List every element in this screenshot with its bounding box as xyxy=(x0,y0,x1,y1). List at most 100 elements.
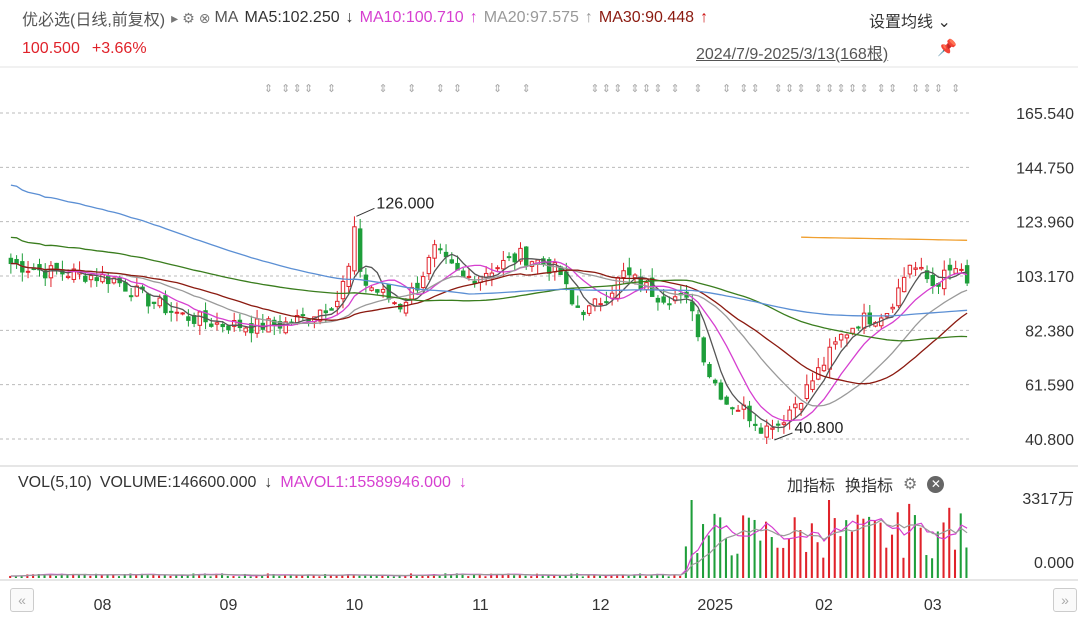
stock-name: 优必选(日线,前复权) xyxy=(22,12,166,29)
close-icon[interactable]: ✕ xyxy=(927,475,945,493)
candle-body xyxy=(300,314,306,317)
candle xyxy=(31,263,36,271)
signal-marker-icon: ⇕ xyxy=(453,82,462,95)
volume-bar xyxy=(896,512,899,578)
scroll-left-button[interactable]: « xyxy=(10,588,34,612)
candle xyxy=(432,239,437,268)
candle xyxy=(483,266,489,286)
signal-marker-icon: ⇕ xyxy=(436,82,445,95)
candle xyxy=(609,286,615,306)
caret-right-icon[interactable]: ▸ xyxy=(171,9,179,26)
volume-bar xyxy=(404,575,407,578)
volume-bar xyxy=(661,574,664,578)
ma-settings-button[interactable]: 设置均线 ⌄ xyxy=(869,8,951,32)
signal-marker-icon: ⇕ xyxy=(859,82,868,95)
candle-body xyxy=(432,244,437,259)
signal-marker-icon: ⇕ xyxy=(642,82,651,95)
ma250-line xyxy=(801,236,968,241)
volume-bar xyxy=(255,574,258,578)
candle-body xyxy=(357,228,363,272)
x-tick-label: 11 xyxy=(472,597,489,614)
gear-icon[interactable]: ⚙ xyxy=(903,476,918,493)
volume-bar xyxy=(936,531,939,578)
volume-bar xyxy=(736,553,739,578)
candle-body xyxy=(174,311,180,314)
volume-bar xyxy=(799,530,802,578)
volume-bar xyxy=(467,576,470,578)
volume-bar xyxy=(100,575,103,578)
signal-marker-icon: ⇕ xyxy=(722,82,731,95)
volume-bar xyxy=(593,574,596,578)
volume-bar xyxy=(387,575,390,578)
volume-bar xyxy=(495,574,498,578)
volume-bar xyxy=(742,515,745,578)
candle-body xyxy=(724,396,729,405)
candle-body xyxy=(712,379,718,384)
volume-bar xyxy=(730,555,733,578)
signal-marker-icon: ⇕ xyxy=(739,82,748,95)
candle-body xyxy=(128,295,134,298)
volume-bar xyxy=(919,527,922,578)
candle-body xyxy=(747,405,752,422)
add-indicator-button[interactable]: 加指标 xyxy=(787,478,836,495)
signal-marker-icon: ⇕ xyxy=(837,82,846,95)
volume-bar xyxy=(873,520,876,578)
candle xyxy=(592,298,598,312)
x-tick-label: 2025 xyxy=(697,597,733,614)
volume-bar xyxy=(427,574,430,578)
date-range[interactable]: 2024/7/9-2025/3/13(168根) xyxy=(696,46,889,63)
candle xyxy=(426,254,432,281)
volume-bar xyxy=(787,538,790,578)
volume-bar xyxy=(639,573,642,578)
volume-bar xyxy=(26,574,29,578)
annotation-arrow xyxy=(356,207,375,217)
close-icon[interactable]: ⊗ xyxy=(198,9,211,26)
indicator-toolbar: 加指标 换指标 ⚙ ✕ xyxy=(787,472,945,496)
candle xyxy=(816,358,821,381)
candle xyxy=(695,309,701,342)
candle xyxy=(329,307,334,311)
candle xyxy=(546,257,552,281)
volume-bar xyxy=(679,576,682,578)
candle-body xyxy=(151,301,157,304)
mavol1-value: MAVOL1:15589946.000 xyxy=(280,474,451,491)
pin-icon[interactable]: 📌 xyxy=(937,40,957,57)
candle xyxy=(438,243,443,254)
candle-body xyxy=(65,275,71,279)
candle xyxy=(718,379,724,401)
candle-body xyxy=(8,257,14,265)
candle xyxy=(655,295,661,311)
volume-bar xyxy=(747,517,750,578)
candle-body xyxy=(621,270,626,279)
volume-bar xyxy=(152,574,155,578)
volume-bar xyxy=(301,574,304,578)
scroll-right-button[interactable]: » xyxy=(1053,588,1077,612)
candle-body xyxy=(123,282,128,292)
signal-marker-icon: ⇕ xyxy=(814,82,823,95)
candle-body xyxy=(375,289,380,293)
gear-icon[interactable]: ⚙ xyxy=(182,9,195,26)
volume-bar xyxy=(95,573,98,578)
candle xyxy=(151,301,157,310)
volume-bar xyxy=(186,574,189,578)
candle-body xyxy=(850,327,855,334)
volume-bar xyxy=(398,575,401,578)
candle xyxy=(930,267,935,294)
candle-body xyxy=(930,274,935,287)
volume-bar xyxy=(106,574,109,578)
volume-bar xyxy=(444,573,447,578)
candle-body xyxy=(157,297,162,307)
switch-indicator-button[interactable]: 换指标 xyxy=(845,478,894,495)
candle-body xyxy=(197,311,203,326)
volume-bar xyxy=(879,522,882,578)
volume-bar xyxy=(616,574,619,578)
volume-bar xyxy=(415,575,418,578)
candle-body xyxy=(604,301,609,304)
volume-bar xyxy=(805,551,808,578)
volume-bar xyxy=(598,575,602,578)
volume-bar xyxy=(32,574,35,578)
candle xyxy=(369,285,374,292)
volume-bar xyxy=(684,546,687,578)
volume-bar xyxy=(530,576,533,578)
